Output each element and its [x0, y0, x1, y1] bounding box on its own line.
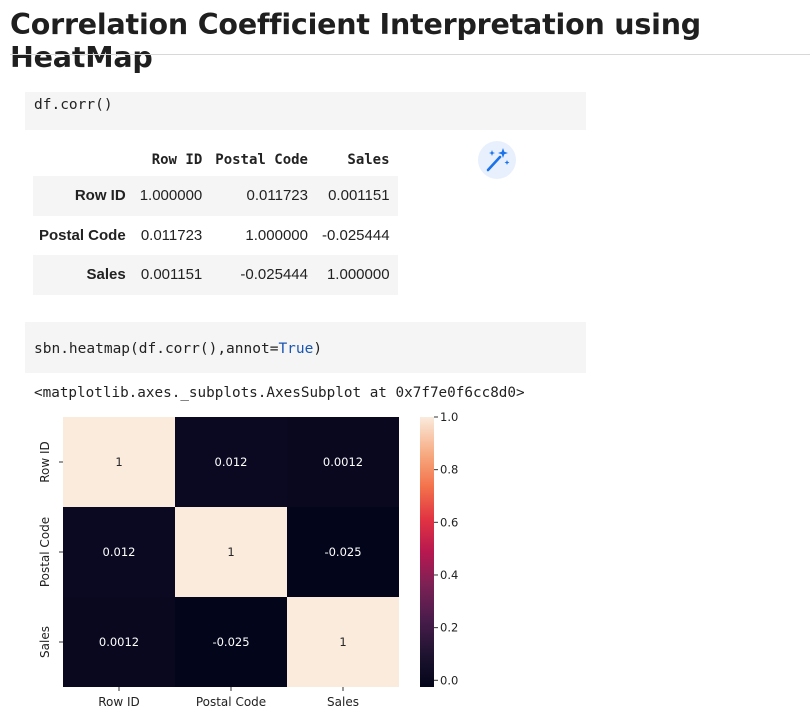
row-header: Postal Code: [39, 226, 126, 244]
table-cell: 1.000000: [139, 187, 203, 205]
y-tick-label: Sales: [38, 626, 52, 658]
x-tick-label: Postal Code: [196, 695, 266, 709]
heatmap-annotation: 0.0012: [99, 635, 139, 649]
colorbar-tick-label: 0.2: [440, 621, 458, 635]
row-header: Row ID: [74, 187, 126, 205]
heatmap-cell: [287, 597, 399, 687]
table-row: Row ID 1.000000 0.011723 0.001151: [33, 176, 398, 216]
table-cell: 1.000000: [245, 226, 308, 244]
heatmap-cell: [175, 507, 287, 597]
code-text: sbn.heatmap(df.corr(),annot=: [34, 341, 279, 357]
heatmap-cell: [175, 417, 287, 507]
table-row: Postal Code 0.011723 1.000000 -0.025444: [33, 216, 398, 256]
cell-output-text: <matplotlib.axes._subplots.AxesSubplot a…: [34, 385, 525, 401]
table-cell: -0.025444: [321, 226, 390, 244]
colorbar-tick-label: 0.8: [440, 463, 458, 477]
magic-wand-sparkle-icon: [486, 148, 510, 172]
heatmap-annotation: 1: [339, 635, 346, 649]
heatmap-cell: [287, 417, 399, 507]
y-tick-label: Postal Code: [38, 517, 52, 587]
column-header: Postal Code: [215, 151, 308, 168]
table-cell: 0.011723: [246, 187, 308, 205]
table-row: Sales 0.001151 -0.025444 1.000000: [33, 255, 398, 295]
heatmap-chart: 1 0.012 0.0012 0.012 1 -0.025 0.0012 -0.025 1 Ro…: [38, 410, 458, 709]
table-cell: -0.025444: [240, 266, 308, 284]
code-line: sbn.heatmap(df.corr(),annot=True): [34, 341, 322, 357]
column-header: Sales: [347, 151, 390, 168]
x-tick-label: Sales: [327, 695, 359, 709]
row-header: Sales: [86, 266, 126, 284]
x-tick-label: Row ID: [98, 695, 140, 709]
heatmap-annotation: -0.025: [212, 635, 249, 649]
table-cell: 0.001151: [328, 187, 390, 205]
magic-suggest-button[interactable]: [478, 141, 516, 179]
y-tick-label: Row ID: [38, 441, 52, 483]
colorbar: [420, 417, 434, 687]
heatmap-cell: [287, 507, 399, 597]
heatmap-cell: [63, 597, 175, 687]
table-cell: 1.000000: [326, 266, 390, 284]
colorbar-tick-label: 0.4: [440, 568, 458, 582]
heatmap-annotation: 1: [227, 545, 234, 559]
heatmap-annotation: -0.025: [324, 545, 361, 559]
table-corner-cell: [33, 143, 134, 176]
table-cell: 0.001151: [140, 266, 203, 284]
page-title: Correlation Coefficient Interpretation u…: [10, 8, 701, 74]
code-cell-corr[interactable]: df.corr(): [25, 92, 586, 130]
table-cell: 0.011723: [140, 226, 203, 244]
table-header-row: Row ID Postal Code Sales: [33, 143, 398, 176]
code-cell-heatmap[interactable]: sbn.heatmap(df.corr(),annot=True): [25, 322, 586, 373]
colorbar-tick-label: 0.0: [440, 673, 458, 687]
heatmap-annotation: 1: [115, 455, 122, 469]
code-line: df.corr(): [34, 97, 113, 113]
heatmap-cell: [63, 507, 175, 597]
column-header: Row ID: [151, 151, 203, 168]
heatmap-cell: [175, 597, 287, 687]
colorbar-tick-label: 0.6: [440, 515, 458, 529]
title-divider: [10, 54, 810, 55]
heatmap-annotation: 0.012: [215, 455, 248, 469]
correlation-table: Row ID Postal Code Sales Row ID 1.000000…: [33, 143, 398, 295]
code-keyword: True: [278, 341, 314, 357]
heatmap-annotation: 0.0012: [323, 455, 363, 469]
code-text: ): [313, 341, 323, 357]
heatmap-cell: [63, 417, 175, 507]
colorbar-tick-label: 1.0: [440, 410, 458, 424]
heatmap-annotation: 0.012: [103, 545, 136, 559]
